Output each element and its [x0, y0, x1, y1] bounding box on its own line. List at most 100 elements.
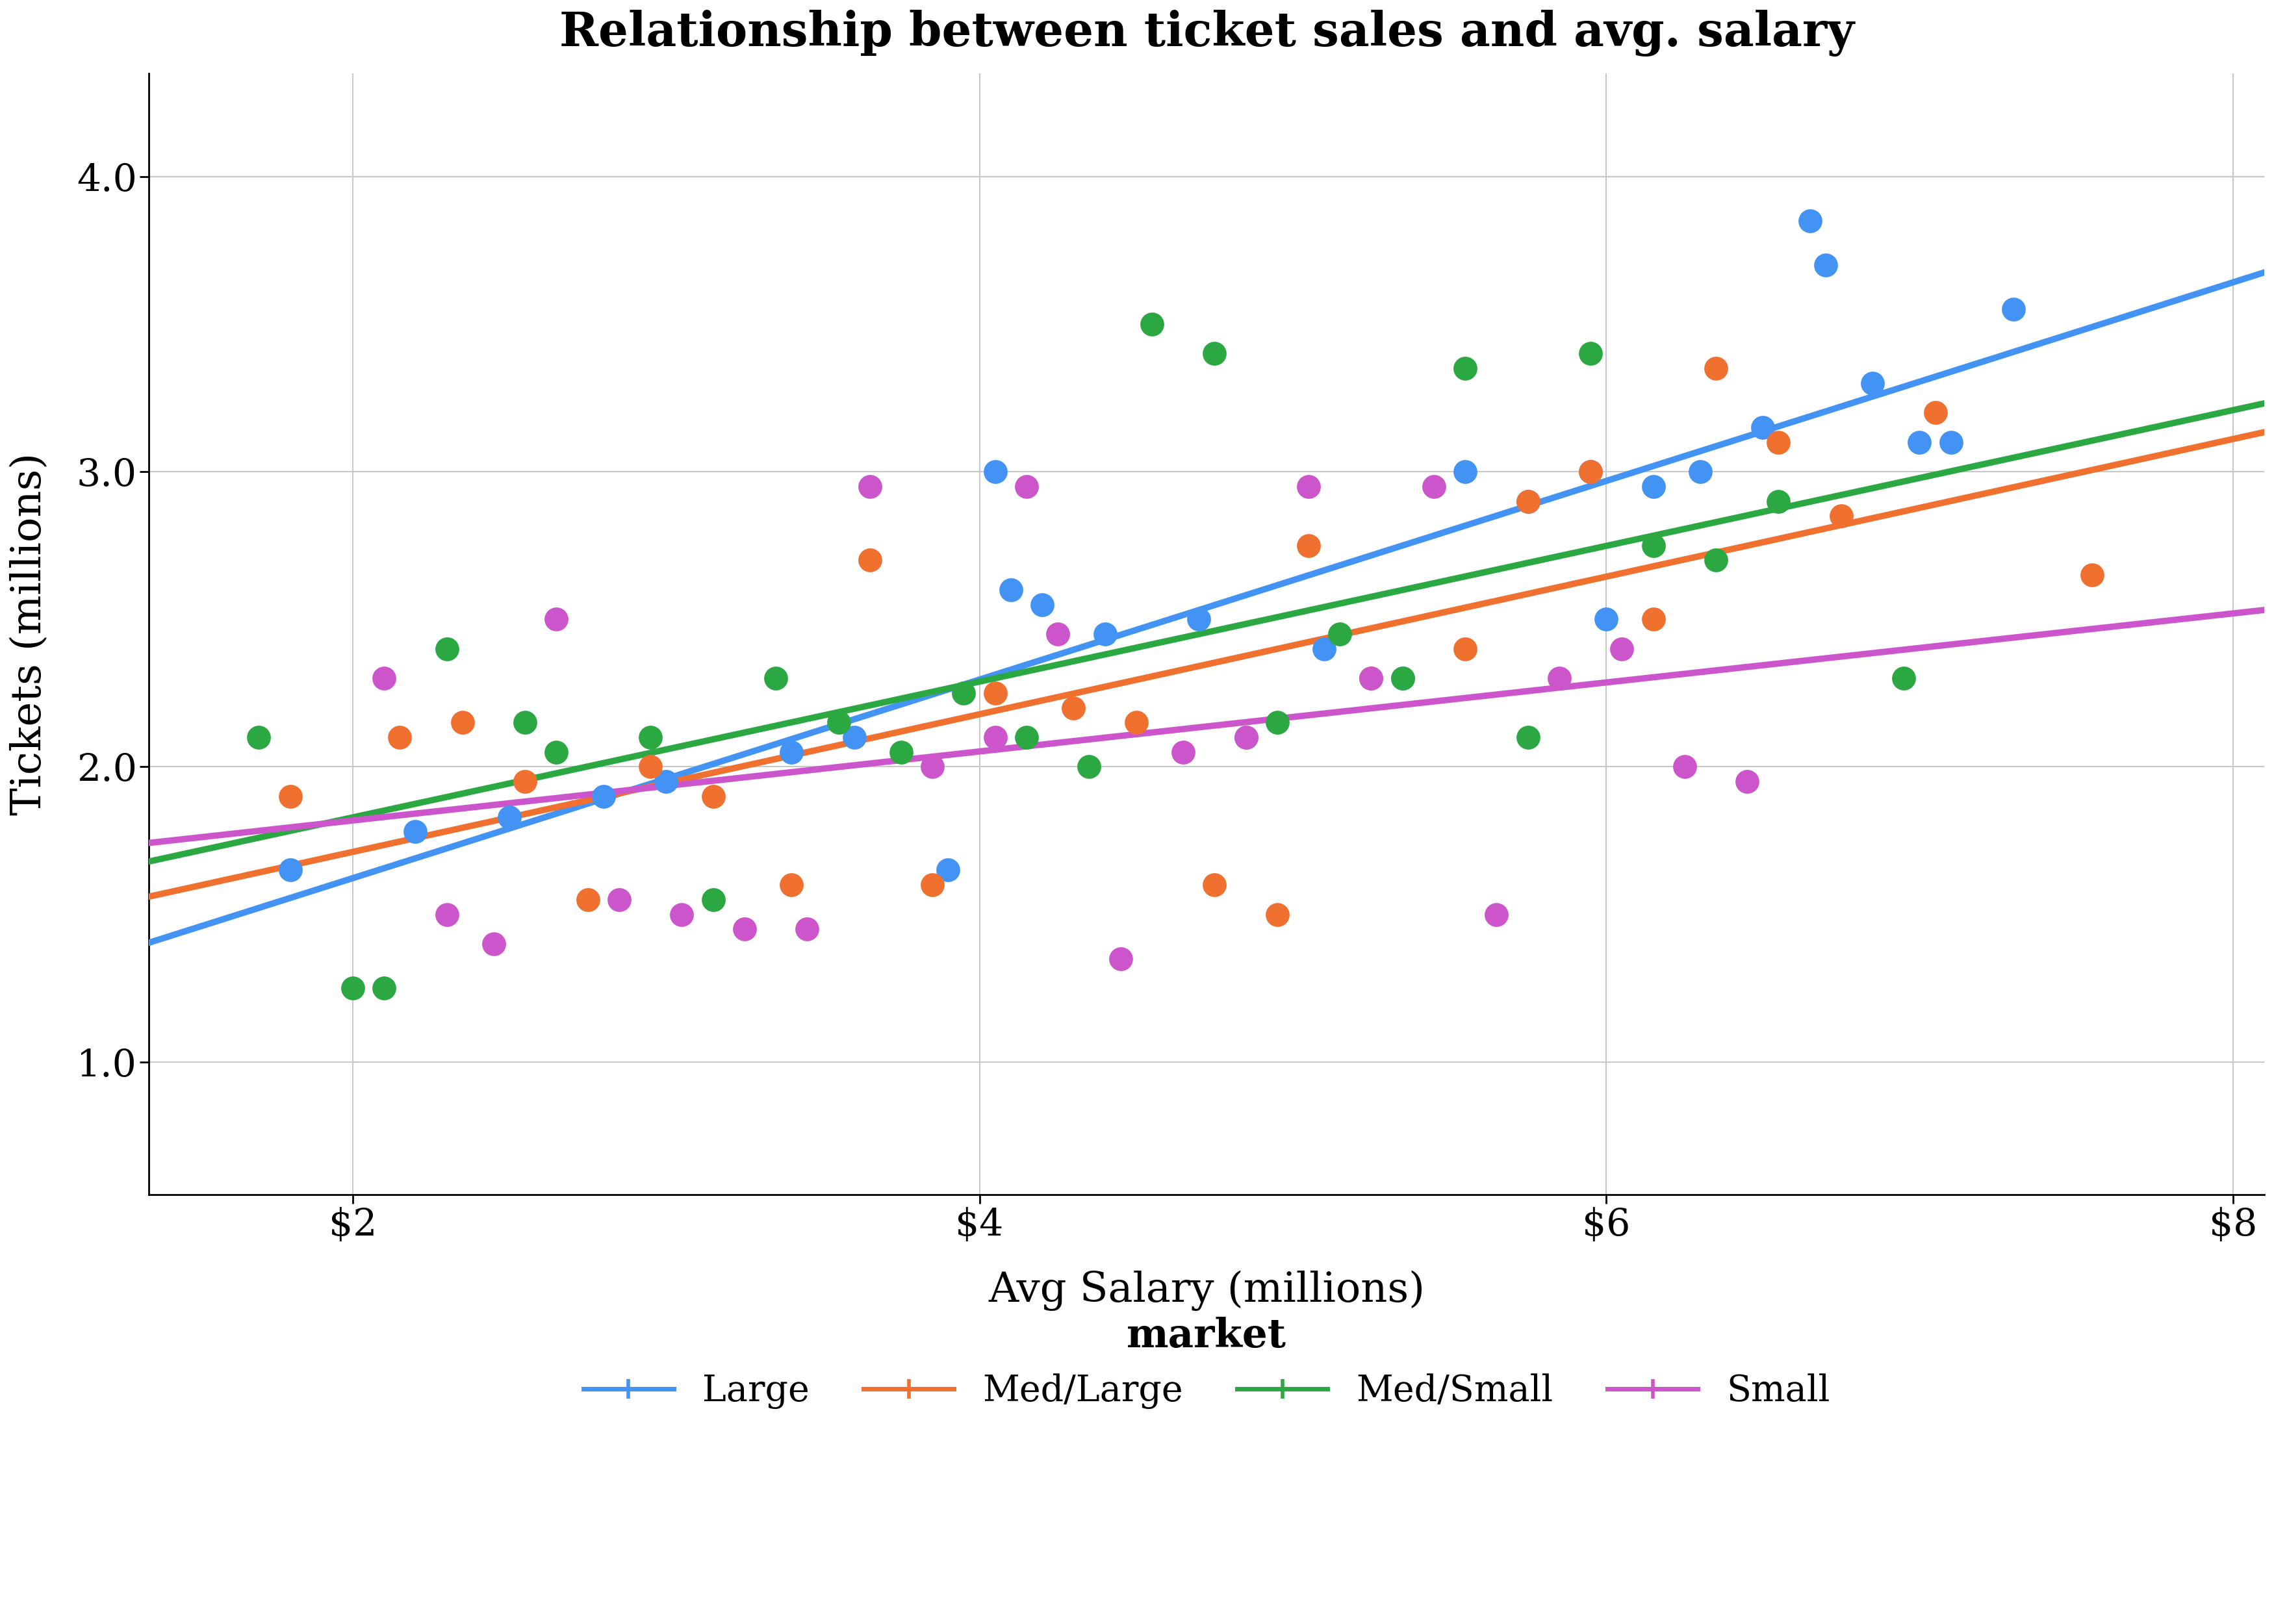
Point [1087, 620, 1123, 646]
Point [1571, 458, 1608, 484]
Point [1994, 296, 2031, 322]
Point [1699, 547, 1735, 573]
Point [1446, 635, 1483, 661]
Point [821, 710, 857, 736]
Point [1007, 724, 1044, 750]
Point [334, 974, 371, 1000]
Point [273, 783, 309, 809]
Point [1071, 754, 1107, 780]
Point [1260, 901, 1296, 927]
Point [1385, 666, 1421, 692]
Y-axis label: Tickets (millions): Tickets (millions) [9, 453, 50, 815]
Point [1228, 724, 1264, 750]
Point [1901, 429, 1937, 455]
Point [1542, 666, 1578, 692]
Legend: Large, Med/Large, Med/Small, Small: Large, Med/Large, Med/Small, Small [568, 1302, 1844, 1424]
Point [1446, 356, 1483, 382]
Point [539, 606, 575, 632]
Point [1135, 312, 1171, 338]
Point [1760, 489, 1796, 515]
Point [382, 724, 418, 750]
Point [1260, 710, 1296, 736]
Point [725, 916, 762, 942]
Point [1103, 945, 1139, 971]
Point [1305, 635, 1342, 661]
Point [1446, 458, 1483, 484]
Point [632, 754, 669, 780]
Point [1699, 356, 1735, 382]
Point [632, 724, 669, 750]
Point [600, 887, 637, 913]
Point [1667, 754, 1703, 780]
Point [1385, 666, 1421, 692]
Point [696, 887, 732, 913]
Point [789, 916, 825, 942]
Point [978, 680, 1014, 706]
Point [837, 724, 873, 750]
Point [366, 666, 402, 692]
Point [757, 666, 794, 692]
Point [1635, 474, 1671, 500]
Point [1792, 208, 1828, 234]
Point [398, 818, 434, 844]
Point [696, 783, 732, 809]
Point [1744, 414, 1781, 440]
Point [1510, 724, 1546, 750]
Point [2074, 562, 2110, 588]
Point [1933, 429, 1969, 455]
Point [946, 680, 982, 706]
Point [1289, 474, 1326, 500]
Point [1728, 768, 1765, 794]
Point [1321, 620, 1358, 646]
Point [1289, 533, 1326, 559]
Point [1007, 474, 1044, 500]
Point [1635, 606, 1671, 632]
Point [1603, 635, 1640, 661]
Point [1119, 710, 1155, 736]
Point [1571, 341, 1608, 367]
Point [1196, 872, 1233, 898]
Point [507, 710, 543, 736]
Point [853, 547, 889, 573]
Point [491, 804, 528, 830]
Point [773, 872, 810, 898]
Point [1824, 503, 1860, 529]
Point [475, 931, 512, 957]
Point [1164, 739, 1201, 765]
Point [773, 739, 810, 765]
Point [1353, 666, 1389, 692]
Point [1023, 591, 1060, 617]
Point [584, 783, 621, 809]
Point [914, 872, 951, 898]
Point [882, 739, 919, 765]
Point [994, 577, 1030, 603]
Point [1478, 901, 1514, 927]
Point [1683, 458, 1719, 484]
Title: Relationship between ticket sales and avg. salary: Relationship between ticket sales and av… [559, 10, 1853, 57]
Point [568, 887, 605, 913]
Point [930, 857, 966, 883]
Point [1587, 606, 1624, 632]
Point [664, 901, 700, 927]
Point [1510, 489, 1546, 515]
Point [1228, 724, 1264, 750]
Point [1196, 341, 1233, 367]
Point [539, 739, 575, 765]
Point [1571, 458, 1608, 484]
Point [1039, 620, 1076, 646]
Point [978, 458, 1014, 484]
Point [1353, 666, 1389, 692]
Point [241, 724, 277, 750]
Point [428, 901, 464, 927]
Point [1635, 533, 1671, 559]
Point [443, 710, 480, 736]
Point [507, 768, 543, 794]
X-axis label: Avg Salary (millions): Avg Salary (millions) [989, 1270, 1426, 1311]
Point [1885, 666, 1922, 692]
Point [273, 857, 309, 883]
Point [1510, 489, 1546, 515]
Point [1760, 429, 1796, 455]
Point [1853, 370, 1890, 396]
Point [853, 474, 889, 500]
Point [978, 724, 1014, 750]
